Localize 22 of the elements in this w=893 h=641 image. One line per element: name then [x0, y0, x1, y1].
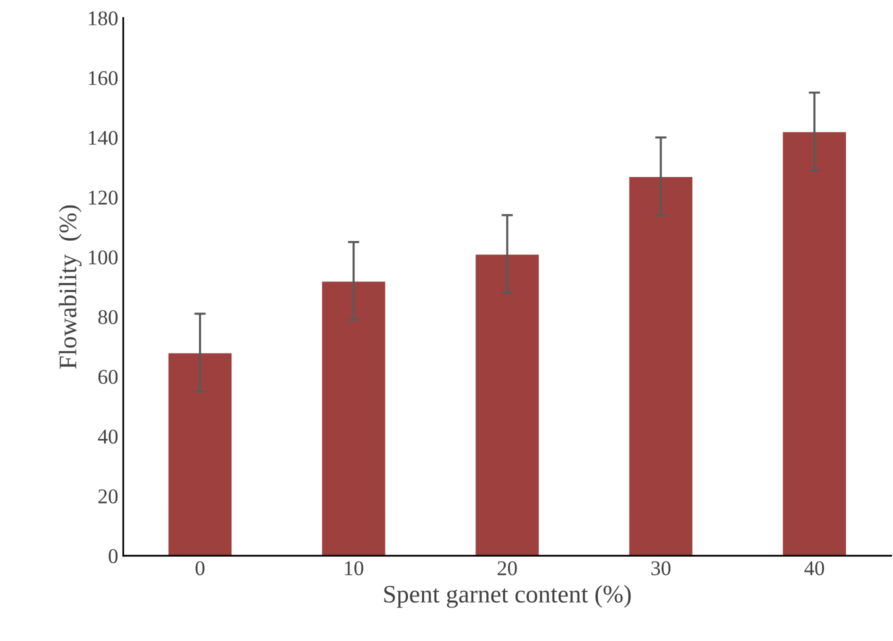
x-tick-label: 20	[498, 561, 517, 576]
bar	[474, 253, 540, 556]
x-axis-title: Spent garnet content (%)	[384, 585, 631, 608]
y-tick-label: 80	[98, 310, 118, 324]
y-tick-label: 60	[98, 370, 118, 384]
y-tick-label: 100	[88, 250, 118, 264]
y-tick-label: 160	[88, 71, 118, 86]
y-tick-label: 180	[88, 11, 118, 26]
x-tick-label: 30	[651, 561, 670, 576]
y-tick-label: 140	[88, 130, 118, 145]
x-tick-label: 0	[196, 561, 204, 576]
bar	[628, 176, 694, 556]
bar	[781, 130, 848, 556]
y-axis-title: Flowability (%)	[58, 205, 82, 369]
x-tick-label: 10	[345, 561, 364, 576]
y-tick-label: 40	[98, 430, 118, 444]
bar	[320, 280, 387, 556]
y-tick-label: 0	[108, 549, 118, 564]
y-tick-label: 120	[88, 190, 118, 205]
y-tick-label: 20	[98, 489, 118, 504]
x-tick-label: 40	[804, 561, 824, 576]
bar	[167, 352, 233, 556]
